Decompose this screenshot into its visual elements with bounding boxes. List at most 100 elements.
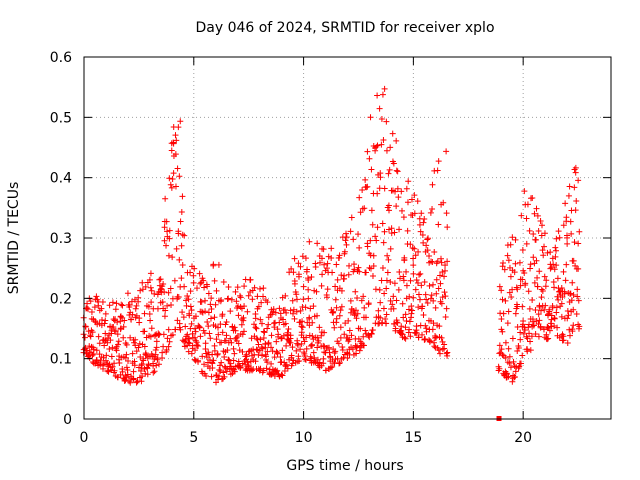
data-point [574,293,581,300]
data-point [389,301,396,308]
data-point [384,269,391,276]
data-point [200,277,207,284]
data-point [338,303,345,310]
data-point [97,361,104,368]
data-point [558,284,565,291]
data-point [102,310,109,317]
data-point [550,278,557,285]
data-point [510,358,517,365]
data-point [173,137,180,144]
data-point [567,290,574,297]
data-point [370,262,377,269]
data-point [512,310,519,317]
data-point [260,328,267,335]
data-point [235,340,242,347]
data-point [198,308,205,315]
data-point [430,297,437,304]
data-point [531,210,538,217]
data-point [120,323,127,330]
data-point [540,252,547,259]
data-point [103,352,110,359]
data-point [122,354,129,361]
data-point [442,262,449,269]
data-point [202,308,209,315]
data-point [576,228,583,235]
chart-title: Day 046 of 2024, SRMTID for receiver xpl… [195,20,494,36]
data-point [573,197,580,204]
data-point [385,226,392,233]
data-point [515,365,522,372]
data-point [423,242,430,249]
data-point [201,284,208,291]
data-point [111,360,118,367]
data-point [336,252,343,259]
data-point [320,246,327,253]
data-point [131,339,138,346]
data-point [209,364,216,371]
data-point [283,342,290,349]
data-point [429,259,436,266]
data-point [223,319,230,326]
data-point [112,316,119,323]
data-point [230,357,237,364]
data-point [290,269,297,276]
data-point [350,236,357,243]
data-point [329,269,336,276]
data-point [219,313,226,320]
data-point [101,342,108,349]
data-point [316,259,323,266]
data-point [283,361,290,368]
data-point [284,331,291,338]
data-point [404,227,411,234]
data-point [254,293,261,300]
data-point [115,338,122,345]
data-point [570,292,577,299]
data-point [343,241,350,248]
data-point [407,277,414,284]
data-point [272,309,279,316]
data-point [259,345,266,352]
data-point [172,151,179,158]
data-point [328,254,335,261]
data-point [564,307,571,314]
data-point [529,296,536,303]
data-point [299,324,306,331]
data-point [141,343,148,350]
data-point [114,331,121,338]
data-point [351,266,358,273]
y-tick-label: 0.5 [50,110,72,126]
data-point [328,245,335,252]
data-point [346,262,353,269]
data-point [414,198,421,205]
data-point [408,196,415,203]
data-point [369,272,376,279]
data-point [121,377,128,384]
data-point [198,298,205,305]
data-point [133,302,140,309]
data-point [329,363,336,370]
data-point [241,283,248,290]
data-point [142,283,149,290]
data-point [527,261,534,268]
y-tick-label: 0.2 [50,291,72,307]
data-point [154,305,161,312]
data-point [126,302,133,309]
data-point [374,142,381,149]
data-point [277,354,284,361]
data-point [419,331,426,338]
data-point [166,235,173,242]
data-point [108,366,115,373]
data-point [278,371,285,378]
data-point [393,167,400,174]
data-point [193,285,200,292]
data-point [268,344,275,351]
data-point [265,321,272,328]
data-point [559,294,566,301]
data-point [391,229,398,236]
data-point [346,327,353,334]
data-point [122,377,129,384]
data-point [296,357,303,364]
data-point [374,190,381,197]
data-point [257,336,264,343]
